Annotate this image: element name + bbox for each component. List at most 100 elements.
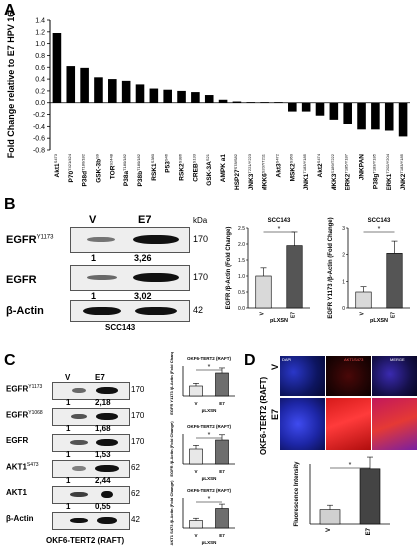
category-name: CREB xyxy=(192,163,199,182)
y-axis-label: Fold Change relative to E7 HPV 16 xyxy=(6,12,16,159)
channel-label-merge: MERGE xyxy=(390,357,405,362)
bar xyxy=(288,102,297,112)
blot-strip xyxy=(52,434,130,452)
chart-title: SCC143 xyxy=(368,218,391,224)
bar xyxy=(246,102,256,103)
blot-label-text: AKT1 xyxy=(6,462,27,472)
category-label: Akt1S473 xyxy=(53,153,61,177)
quant-e7: 3,26 xyxy=(134,253,152,263)
microscopy-e7-dapi xyxy=(280,398,325,450)
panel-b-chart-egfr: SCC143 2.5 2.0 1.5 1.0 0.5 0.0 EGFR /β-Actin (F… xyxy=(226,218,310,324)
blot-label-text: EGFR xyxy=(6,436,29,445)
blot-strip xyxy=(52,460,130,478)
x-tick-label: V xyxy=(194,533,197,538)
y-tick-label: 0.0 xyxy=(35,100,45,107)
kda-value: 170 xyxy=(193,234,209,244)
panel-b-letter: B xyxy=(4,196,16,213)
x-tick-label: E7 xyxy=(219,469,225,474)
blot-label: EGFRY1173 xyxy=(6,384,42,394)
quant-e7: 1,53 xyxy=(95,450,111,459)
category-name: P38g xyxy=(372,174,379,190)
x-tick-label: E7 xyxy=(391,312,397,318)
category-label: JNKPAN xyxy=(359,154,366,181)
y-tick-label: 0.6 xyxy=(35,65,45,72)
category-name: JNKPAN xyxy=(359,154,366,181)
kda-value: 170 xyxy=(193,272,209,282)
band-v xyxy=(87,237,115,242)
x-tick-label: V xyxy=(360,311,366,315)
category-label: ERK2T185/Y187 xyxy=(344,153,352,190)
category-sup: S78/S82 xyxy=(233,153,238,169)
quant-e7: 2,18 xyxy=(95,398,111,407)
bar xyxy=(398,102,408,137)
category-label: P70T421/424 xyxy=(67,153,75,182)
category-name: MSK2 xyxy=(289,163,296,181)
category-sup: S360 xyxy=(288,153,293,163)
significance-star: * xyxy=(378,226,381,233)
y-axis-label: EGFR Y1173 /β-Actin (Fold Change) xyxy=(328,217,334,318)
blot-label-sup: Y1173 xyxy=(28,384,43,390)
category-label: MSK2S360 xyxy=(288,153,296,181)
band-e7 xyxy=(133,235,179,244)
y-tick-label: 2.0 xyxy=(238,242,245,248)
x-axis-label: pLXSN xyxy=(202,540,217,545)
quant-v: 1 xyxy=(66,450,71,459)
cell-line-label: SCC143 xyxy=(105,323,136,332)
chart-title: OKF6-TERT2 (RAFT) xyxy=(187,356,231,361)
category-name: ERK2 xyxy=(345,173,352,190)
category-sup: T183/Y185 xyxy=(399,153,404,173)
panel-b-chart-egfr-y1173: SCC143 3 2 1 0 EGFR Y1173 /β-Actin (Fold Chan… xyxy=(328,217,410,324)
kda-header: kDa xyxy=(193,216,208,225)
blot-label-egfr-y1173: EGFRY1173 xyxy=(6,234,54,246)
category-label: CREBS133 xyxy=(191,153,199,182)
category-sup: S2448 xyxy=(108,153,113,165)
category-name: MKK3 xyxy=(331,173,338,190)
bar xyxy=(204,95,214,103)
x-tick-label: V xyxy=(260,311,266,315)
category-label: RSK1S380 xyxy=(150,153,158,180)
category-label: GSK-3AS21 xyxy=(205,153,213,185)
x-tick-label: E7 xyxy=(219,401,225,406)
y-tick-label: 0 xyxy=(342,306,345,312)
category-label: MKK3S189/T222 xyxy=(330,153,338,190)
category-label: GSK-3bS9 xyxy=(94,153,102,183)
kda-value: 170 xyxy=(131,411,145,420)
bar xyxy=(52,33,62,103)
y-tick-label: -0.8 xyxy=(33,148,45,155)
x-tick-label: E7 xyxy=(291,312,297,318)
category-name: HSP27 xyxy=(234,169,241,190)
band-e7 xyxy=(96,439,118,446)
category-sup: T180/182 xyxy=(122,153,127,171)
y-axis-label: Fluorescence Intensity xyxy=(294,461,300,527)
microscopy-e7-akt1 xyxy=(326,398,371,450)
band-e7 xyxy=(96,413,118,420)
blot-actin xyxy=(70,300,190,322)
lane-label-e7: E7 xyxy=(95,373,105,382)
y-tick-label: 2.5 xyxy=(238,226,245,232)
kda-value: 42 xyxy=(193,305,204,315)
category-label: P38aT180/182 xyxy=(122,153,130,186)
band-e7 xyxy=(96,387,118,394)
bar xyxy=(177,90,186,103)
x-axis-label: pLXSN xyxy=(202,408,217,413)
y-tick-label: 1.4 xyxy=(35,18,45,25)
significance-star: * xyxy=(349,462,352,469)
panel-a-letter: A xyxy=(4,2,16,19)
microscopy-e7-merge xyxy=(372,398,417,450)
category-name: P38a xyxy=(123,171,130,187)
category-label: P38bT180/182 xyxy=(136,153,144,186)
bar xyxy=(121,80,131,103)
cell-line-label: OKF6-TERT2 (RAFT) xyxy=(46,536,125,545)
kda-value: 170 xyxy=(131,437,145,446)
quant-e7: 3,02 xyxy=(134,291,152,301)
category-name: P70 xyxy=(68,171,75,183)
y-tick-label: 0.5 xyxy=(238,290,245,296)
y-tick-label: 1.0 xyxy=(35,41,45,48)
blot-label-egfr: EGFR xyxy=(6,274,37,286)
category-name: GSK-3A xyxy=(206,161,213,186)
y-tick-label: 1 xyxy=(342,279,345,285)
chart-title: OKF6-TERT2 (RAFT) xyxy=(187,488,231,493)
bar xyxy=(215,372,229,397)
y-tick-label: 0.2 xyxy=(35,88,45,95)
category-name: P38d xyxy=(82,171,89,187)
